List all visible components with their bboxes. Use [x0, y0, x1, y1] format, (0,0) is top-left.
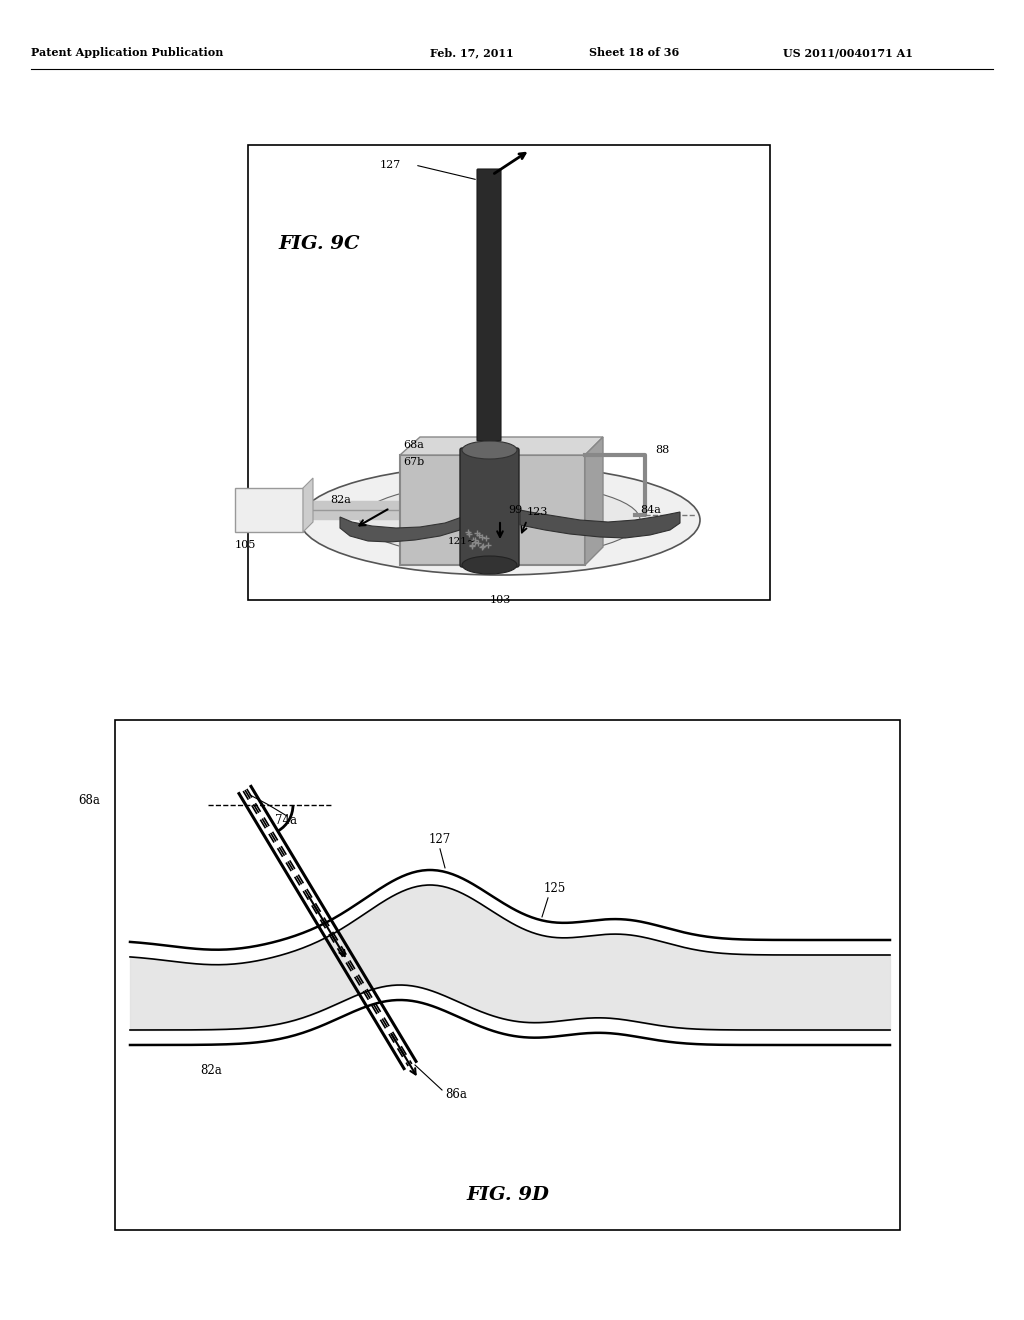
Text: 121~: 121~	[449, 537, 476, 546]
Text: FIG. 9D: FIG. 9D	[466, 1185, 549, 1204]
Polygon shape	[340, 512, 478, 543]
Text: Patent Application Publication: Patent Application Publication	[31, 48, 223, 58]
Bar	[248, 145, 770, 601]
Text: 84a: 84a	[640, 506, 660, 515]
Polygon shape	[303, 478, 313, 532]
Text: 82a: 82a	[200, 1064, 222, 1077]
Text: Feb. 17, 2011: Feb. 17, 2011	[430, 48, 514, 58]
FancyBboxPatch shape	[234, 488, 303, 532]
Text: 86a: 86a	[445, 1089, 467, 1101]
Text: Sheet 18 of 36: Sheet 18 of 36	[589, 48, 679, 58]
Text: 68a: 68a	[403, 440, 424, 450]
Text: 123: 123	[527, 507, 549, 517]
Ellipse shape	[300, 465, 700, 576]
Text: 88: 88	[655, 445, 670, 455]
Text: 127: 127	[380, 160, 401, 170]
Text: 68a: 68a	[78, 793, 100, 807]
Ellipse shape	[462, 441, 517, 459]
FancyBboxPatch shape	[477, 169, 501, 441]
FancyBboxPatch shape	[460, 447, 519, 568]
Text: FIG. 9C: FIG. 9C	[278, 235, 359, 253]
Text: 127: 127	[429, 833, 452, 846]
Polygon shape	[400, 437, 603, 455]
Ellipse shape	[462, 556, 517, 574]
Text: 67b: 67b	[402, 457, 424, 467]
Polygon shape	[585, 437, 603, 565]
Text: 105: 105	[234, 540, 256, 550]
FancyBboxPatch shape	[400, 455, 585, 565]
Text: 82a: 82a	[330, 495, 351, 506]
Text: 103: 103	[489, 595, 511, 605]
Text: US 2011/0040171 A1: US 2011/0040171 A1	[783, 48, 913, 58]
Bar	[115, 719, 900, 1230]
Text: 125: 125	[544, 882, 566, 895]
Ellipse shape	[360, 483, 640, 557]
Polygon shape	[520, 510, 680, 539]
Text: 99: 99	[508, 506, 522, 515]
Text: 74a: 74a	[275, 813, 297, 826]
